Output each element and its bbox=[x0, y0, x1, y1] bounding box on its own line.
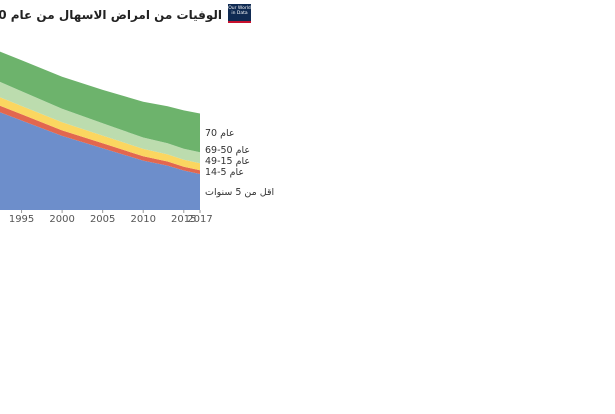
area bbox=[0, 97, 200, 171]
x-tick-label: 2000 bbox=[49, 214, 74, 225]
legend-label: 49-15 عام bbox=[205, 156, 250, 167]
x-tick-label: 1995 bbox=[9, 214, 34, 225]
area bbox=[0, 112, 200, 210]
logo-box bbox=[228, 4, 251, 22]
legend-label: اقل من 5 سنوات bbox=[205, 187, 274, 198]
area bbox=[0, 105, 200, 174]
x-tick-label: 2010 bbox=[130, 214, 155, 225]
area bbox=[0, 51, 200, 153]
logo-stripe bbox=[228, 21, 251, 23]
x-tick-label: 2005 bbox=[90, 214, 115, 225]
x-tick-label: 2017 bbox=[187, 214, 212, 225]
chart-title: الوفيات من امراض الاسهال من عام 1990 حتي bbox=[0, 8, 222, 23]
logo-text: Our World in Data bbox=[228, 6, 251, 16]
legend-label: 69-50 عام bbox=[205, 145, 250, 156]
logo: Our World in Data bbox=[228, 4, 251, 23]
legend-label: 14-5 عام bbox=[205, 167, 244, 178]
x-tick-label: 2015 bbox=[171, 214, 196, 225]
area bbox=[0, 81, 200, 164]
legend-label: 70 عام bbox=[205, 128, 235, 139]
logo-text-box: Our World in Data bbox=[228, 6, 251, 16]
